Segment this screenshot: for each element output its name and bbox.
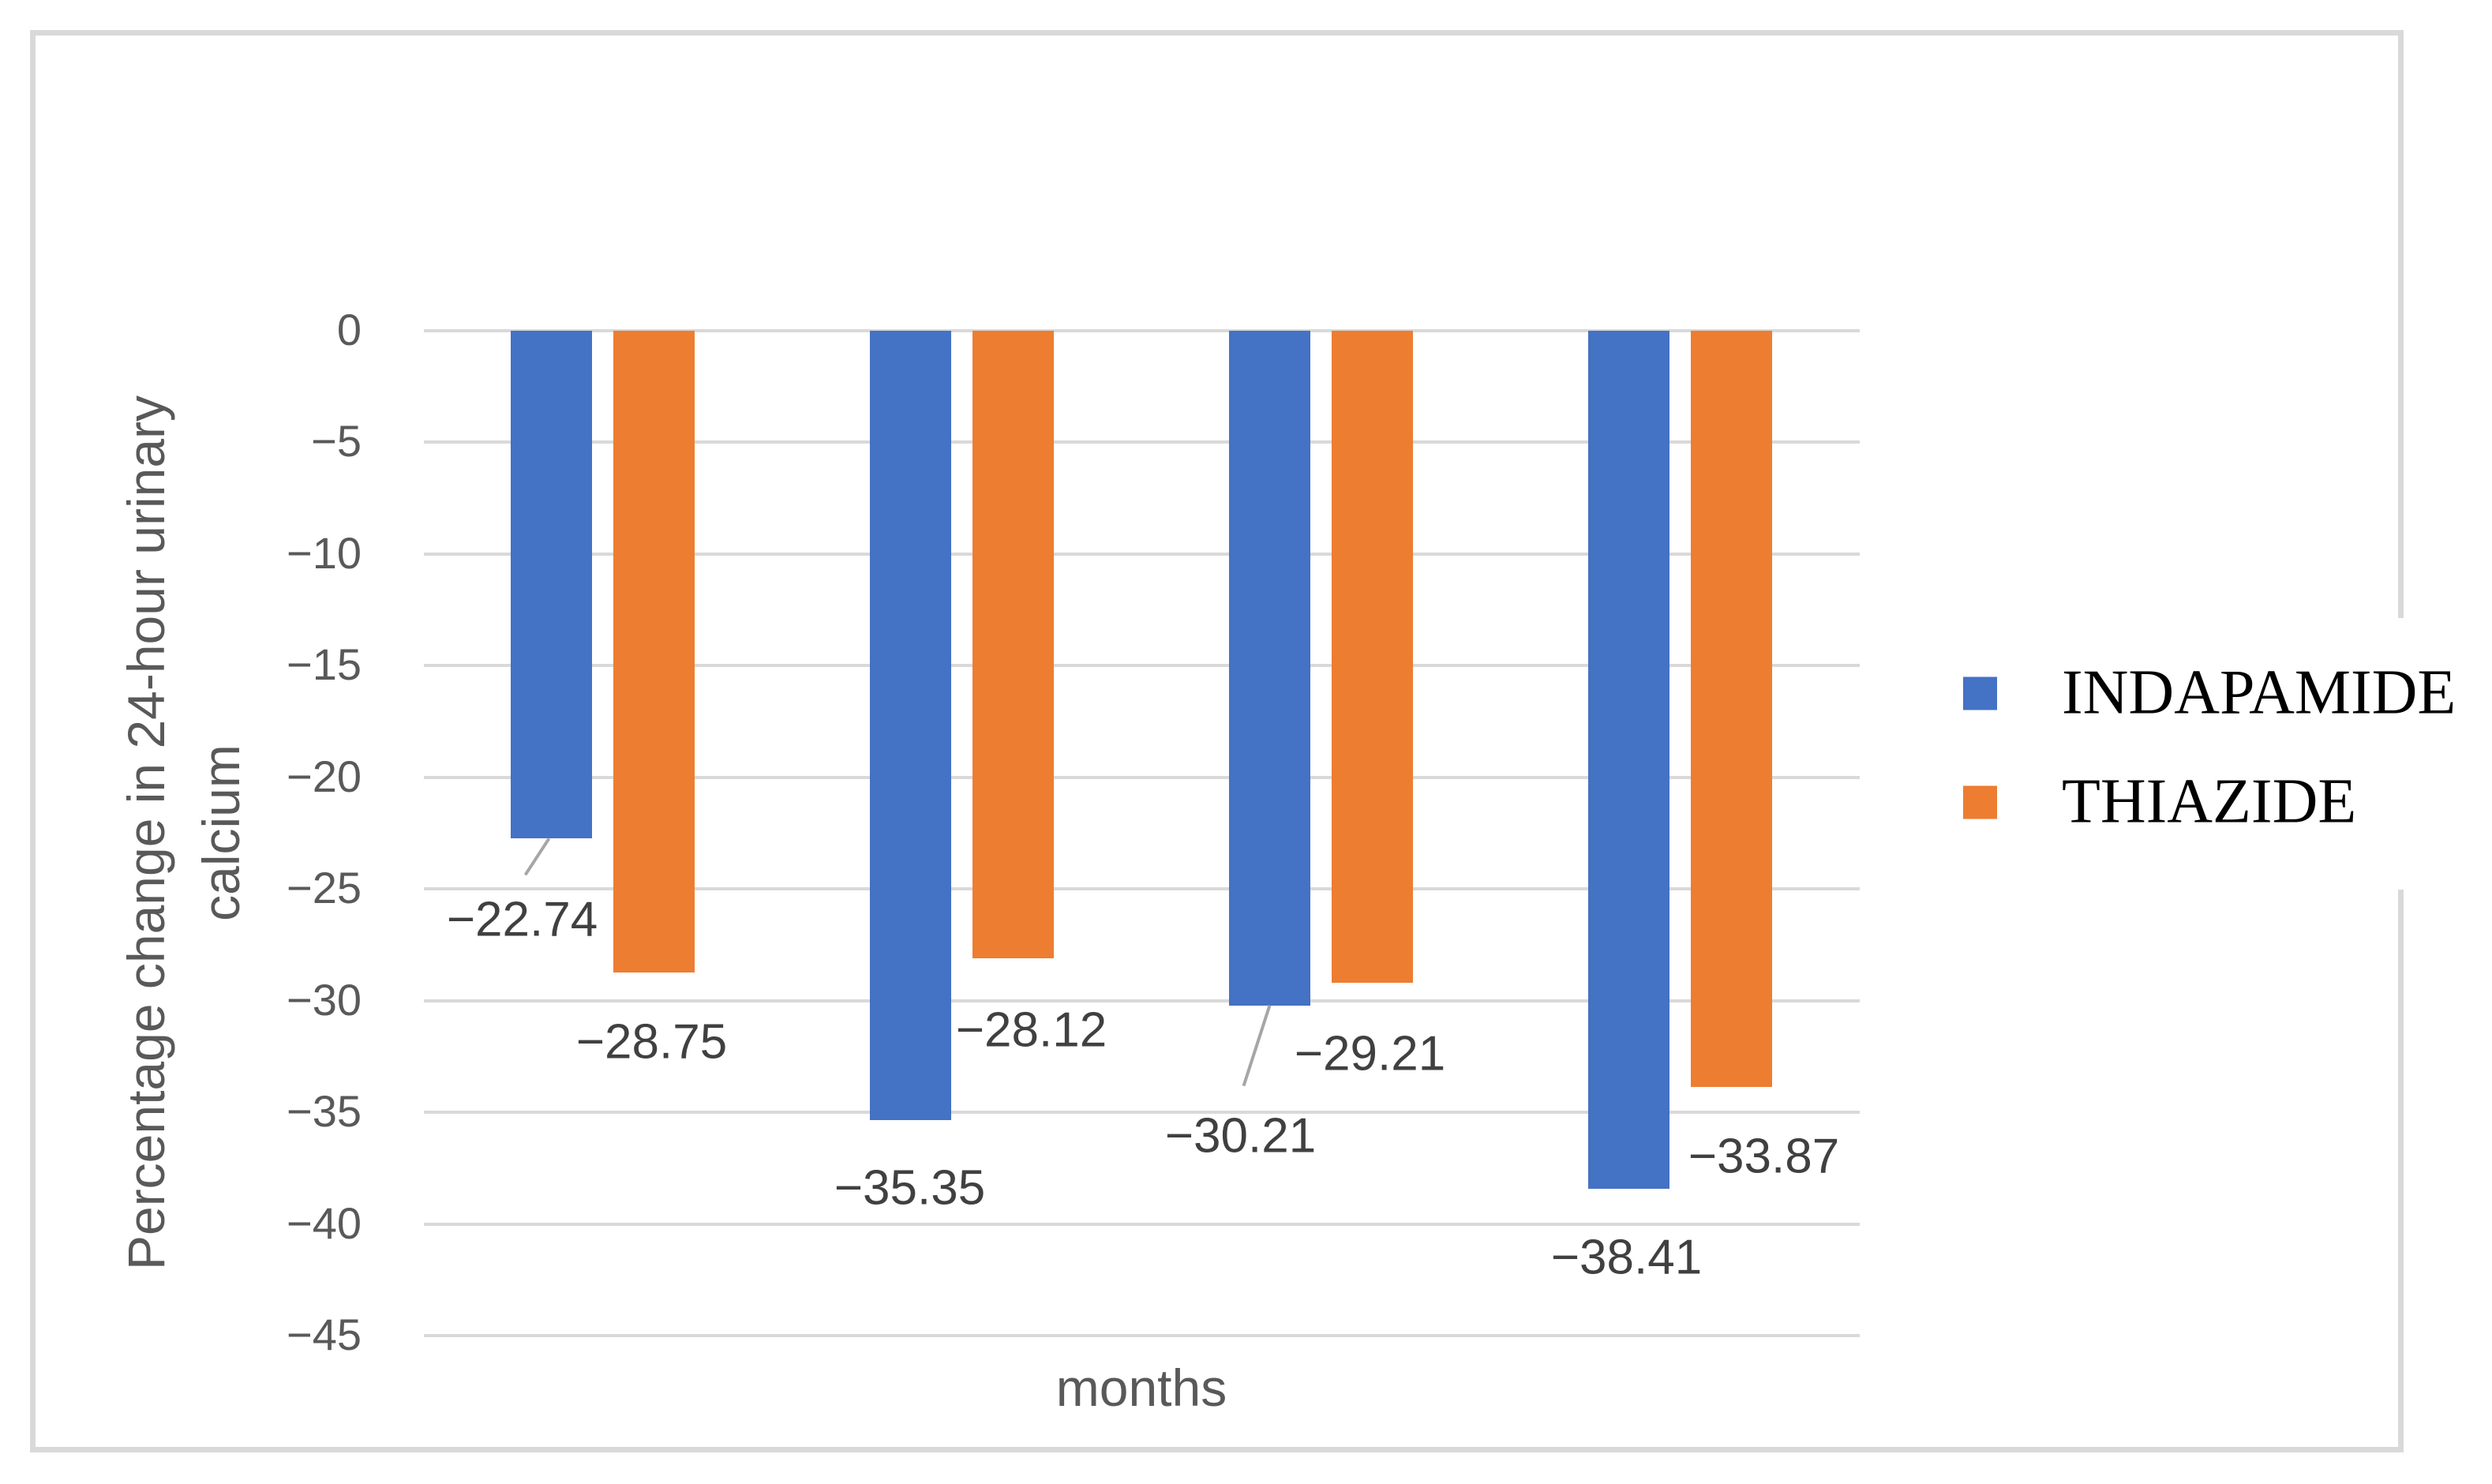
bar-thiazide-group-1 [613,331,695,973]
y-tick-label: −45 [287,1310,362,1360]
y-tick-label: −15 [287,639,362,690]
legend-label-thiazide: THIAZIDE [2062,766,2357,837]
y-axis-title-line2: calcium [192,744,250,921]
bar-thiazide-group-4 [1691,331,1772,1088]
gridline [424,664,1860,668]
legend-item-indapamide: INDAPAMIDE [1963,658,2456,729]
data-label-indapamide-group-1: −22.74 [446,892,598,947]
y-tick-label: 0 [336,305,362,355]
y-tick-label: −25 [287,863,362,913]
gridline [424,1222,1860,1226]
y-tick-label: −40 [287,1197,362,1248]
y-tick-label: −5 [311,416,362,467]
legend-item-thiazide: THIAZIDE [1963,766,2356,838]
gridline [424,552,1860,556]
y-axis-title-line1: Percentage change in 24-hour urinary [117,395,175,1271]
gridline [424,1111,1860,1115]
chart-legend: INDAPAMIDE THIAZIDE [1934,618,2486,890]
data-label-indapamide-group-4: −38.41 [1550,1230,1703,1285]
data-label-thiazide-group-2: −28.12 [955,1002,1107,1058]
data-label-thiazide-group-1: −28.75 [575,1014,728,1070]
gridline [424,999,1860,1002]
gridline [424,440,1860,444]
y-tick-label: −30 [287,974,362,1025]
data-label-thiazide-group-3: −29.21 [1294,1026,1446,1081]
gridline [424,775,1860,779]
gridline [424,1334,1860,1337]
y-tick-label: −10 [287,528,362,579]
data-label-indapamide-group-3: −30.21 [1164,1108,1317,1164]
legend-swatch-thiazide [1963,785,1997,819]
data-label-thiazide-group-4: −33.87 [1688,1129,1840,1184]
y-tick-label: −35 [287,1086,362,1137]
gridline [424,887,1860,891]
bar-indapamide-group-1 [511,331,592,839]
y-tick-label: −20 [287,751,362,801]
y-axis-title: Percentage change in 24-hour urinary cal… [109,280,259,1385]
bar-indapamide-group-2 [870,331,951,1120]
bar-indapamide-group-3 [1229,331,1310,1006]
x-axis-title: months [1055,1358,1227,1417]
gridline [424,329,1860,332]
bar-indapamide-group-4 [1588,331,1669,1189]
bar-thiazide-group-3 [1332,331,1413,984]
legend-swatch-indapamide [1963,676,1997,710]
bar-thiazide-group-2 [972,331,1054,959]
data-label-indapamide-group-2: −35.35 [834,1160,986,1216]
legend-label-indapamide: INDAPAMIDE [2062,658,2456,728]
